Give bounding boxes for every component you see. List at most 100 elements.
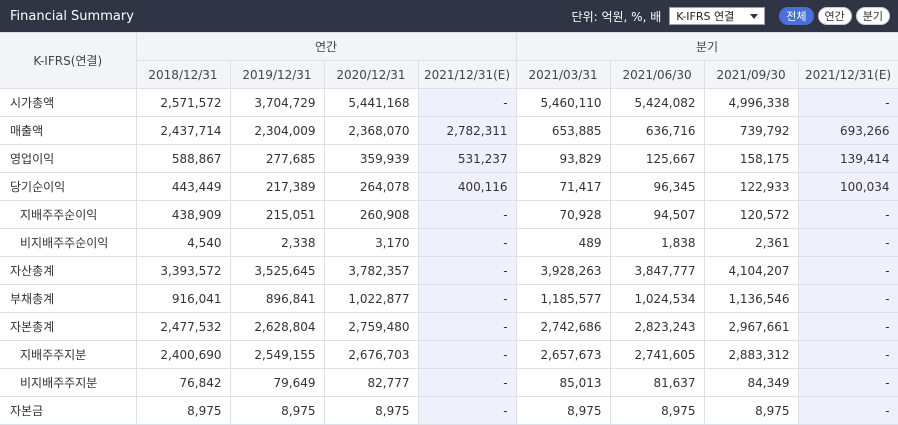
table-cell: 2,823,243 <box>609 312 705 341</box>
table-cell: 277,685 <box>229 144 325 173</box>
table-cell: 3,782,357 <box>323 256 419 285</box>
table-cell: 4,104,207 <box>703 256 799 285</box>
table-cell: - <box>417 228 517 257</box>
table-cell: 8,975 <box>135 396 231 425</box>
table-cell: 5,460,110 <box>515 88 611 117</box>
select-value: K-IFRS 연결 <box>676 10 735 23</box>
column-header: 2021/12/31(E) <box>797 60 898 89</box>
table-cell: 85,013 <box>515 368 611 397</box>
column-header: 2018/12/31 <box>136 60 231 89</box>
table-cell: - <box>417 312 517 341</box>
table-cell: 636,716 <box>609 116 705 145</box>
table-row: 지배주주지분 2,400,690 2,549,155 2,676,703-2,657,… <box>0 340 898 369</box>
table-cell: - <box>797 340 898 369</box>
table-row: 자본총계 2,477,532 2,628,804 2,759,480-2,742,68… <box>0 312 898 341</box>
table-cell: 93,829 <box>515 144 611 173</box>
row-label: 자산총계 <box>0 256 137 285</box>
financial-summary-header: Financial Summary 단위: 억원, %, 배 K-IFRS 연결… <box>0 0 898 32</box>
table-cell: 693,266 <box>797 116 898 145</box>
table-cell: 3,170 <box>323 228 419 257</box>
column-header: 2021/09/30 <box>703 60 799 89</box>
table-cell: 8,975 <box>229 396 325 425</box>
table-cell: 2,676,703 <box>323 340 419 369</box>
table-cell: 400,116 <box>417 172 517 201</box>
table-row: 지배주주순이익 438,909 215,051 260,908-70,928 94,50… <box>0 200 898 229</box>
table-cell: 2,437,714 <box>135 116 231 145</box>
table-cell: 139,414 <box>797 144 898 173</box>
table-cell: 158,175 <box>703 144 799 173</box>
table-cell: 2,782,311 <box>417 116 517 145</box>
table-cell: - <box>417 256 517 285</box>
row-label: 영업이익 <box>0 144 137 173</box>
table-cell: - <box>417 284 517 313</box>
table-cell: 443,449 <box>135 172 231 201</box>
table-cell: 3,393,572 <box>135 256 231 285</box>
all-button[interactable]: 전체 <box>779 7 814 25</box>
table-cell: - <box>417 396 517 425</box>
table-cell: 489 <box>515 228 611 257</box>
table-cell: 5,424,082 <box>609 88 705 117</box>
row-label: 지배주주지분 <box>0 340 137 369</box>
table-cell: 125,667 <box>609 144 705 173</box>
accounting-standard-select[interactable]: K-IFRS 연결 <box>669 7 766 25</box>
table-cell: - <box>797 312 898 341</box>
chevron-down-icon <box>750 13 759 19</box>
quarter-button[interactable]: 분기 <box>855 7 890 25</box>
table-cell: - <box>797 256 898 285</box>
financial-summary-table: K-IFRS(연결) 연간 분기 2018/12/31 2019/12/31 2… <box>0 32 898 425</box>
table-cell: 2,368,070 <box>323 116 419 145</box>
table-cell: - <box>797 88 898 117</box>
row-header-label: K-IFRS(연결) <box>0 32 137 89</box>
table-cell: - <box>417 88 517 117</box>
table-cell: 3,928,263 <box>515 256 611 285</box>
table-cell: 2,657,673 <box>515 340 611 369</box>
table-cell: 2,549,155 <box>229 340 325 369</box>
table-cell: - <box>417 200 517 229</box>
row-label: 지배주주순이익 <box>0 200 137 229</box>
table-cell: 8,975 <box>515 396 611 425</box>
table-cell: 2,304,009 <box>229 116 325 145</box>
column-header: 2021/06/30 <box>609 60 705 89</box>
table-cell: 5,441,168 <box>323 88 419 117</box>
table-cell: 260,908 <box>323 200 419 229</box>
table-cell: 79,649 <box>229 368 325 397</box>
table-cell: - <box>797 200 898 229</box>
table-row: 부채총계 916,041 896,841 1,022,877-1,185,577 1,0… <box>0 284 898 313</box>
table-row: 당기순이익 443,449 217,389 264,078 400,116 71,417 9… <box>0 172 898 201</box>
table-cell: 71,417 <box>515 172 611 201</box>
table-cell: 1,185,577 <box>515 284 611 313</box>
table-cell: 2,742,686 <box>515 312 611 341</box>
table-cell: 2,759,480 <box>323 312 419 341</box>
table-cell: - <box>797 396 898 425</box>
table-cell: 120,572 <box>703 200 799 229</box>
table-row: 영업이익 588,867 277,685 359,939 531,237 93,829 12… <box>0 144 898 173</box>
row-label: 매출액 <box>0 116 137 145</box>
table-cell: - <box>797 284 898 313</box>
table-cell: 1,136,546 <box>703 284 799 313</box>
row-label: 비지배주주지분 <box>0 368 137 397</box>
table-cell: - <box>417 340 517 369</box>
table-cell: 3,847,777 <box>609 256 705 285</box>
table-cell: 3,525,645 <box>229 256 325 285</box>
table-cell: 4,540 <box>135 228 231 257</box>
section-title: Financial Summary <box>10 8 134 24</box>
table-cell: 94,507 <box>609 200 705 229</box>
table-cell: 2,477,532 <box>135 312 231 341</box>
table-cell: 122,933 <box>703 172 799 201</box>
column-header: 2021/03/31 <box>515 60 611 89</box>
table-cell: 1,838 <box>609 228 705 257</box>
row-label: 부채총계 <box>0 284 137 313</box>
table-cell: 653,885 <box>515 116 611 145</box>
table-cell: - <box>797 368 898 397</box>
table-cell: 531,237 <box>417 144 517 173</box>
column-header: 2020/12/31 <box>323 60 419 89</box>
table-cell: 264,078 <box>323 172 419 201</box>
table-cell: 2,400,690 <box>135 340 231 369</box>
row-label: 시가총액 <box>0 88 137 117</box>
row-label: 비지배주주순이익 <box>0 228 137 257</box>
table-cell: 100,034 <box>797 172 898 201</box>
annual-group-header: 연간 <box>135 32 517 61</box>
table-cell: 916,041 <box>135 284 231 313</box>
annual-button[interactable]: 연간 <box>817 7 852 25</box>
row-label: 당기순이익 <box>0 172 137 201</box>
